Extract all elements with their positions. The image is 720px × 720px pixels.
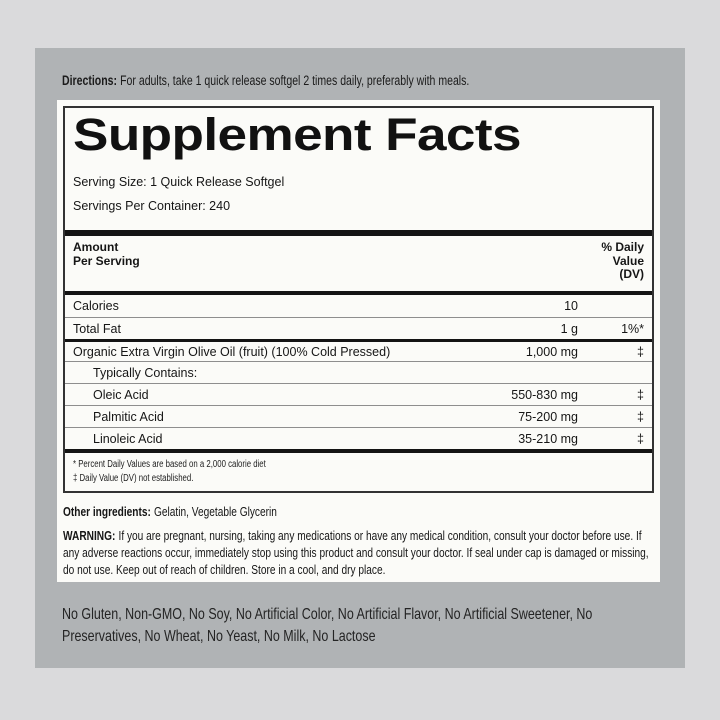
warning-label: WARNING:	[63, 528, 116, 543]
nutrient-name: Linoleic Acid	[93, 431, 163, 446]
column-header-dv: % Daily Value (DV)	[601, 240, 644, 281]
nutrient-name: Palmitic Acid	[93, 409, 164, 424]
nutrient-dv: ‡	[637, 387, 644, 402]
footnote-daily-value: * Percent Daily Values are based on a 2,…	[73, 459, 266, 470]
nutrient-dv: 1%*	[621, 321, 644, 336]
column-headers: Amount Per Serving % Daily Value (DV)	[65, 240, 652, 291]
footnotes: * Percent Daily Values are based on a 2,…	[73, 458, 644, 486]
nutrient-name: Total Fat	[73, 321, 121, 336]
other-ingredients: Other ingredients: Gelatin, Vegetable Gly…	[63, 503, 654, 520]
column-header-amount: Amount Per Serving	[73, 240, 140, 268]
supplement-facts-title: Supplement Facts	[73, 109, 521, 160]
nutrient-name: Calories	[73, 299, 119, 313]
directions-text: For adults, take 1 quick release softgel…	[120, 73, 470, 88]
nutrient-dv: ‡	[637, 409, 644, 424]
nutrient-amount: 10	[564, 299, 578, 313]
divider-thick	[65, 291, 652, 295]
other-ingredients-label: Other ingredients:	[63, 504, 151, 519]
footnote-dv-not-established: ‡ Daily Value (DV) not established.	[73, 473, 194, 484]
label-white-box: Supplement Facts Serving Size: 1 Quick R…	[57, 100, 660, 582]
warning-text: If you are pregnant, nursing, taking any…	[63, 528, 649, 577]
allergen-claims-text: No Gluten, Non-GMO, No Soy, No Artificia…	[62, 606, 593, 645]
nutrient-row: Total Fat 1 g 1%*	[65, 317, 652, 339]
nutrient-amount: 1 g	[560, 321, 578, 336]
divider-thick	[65, 449, 652, 453]
warning: WARNING: If you are pregnant, nursing, ta…	[63, 527, 654, 578]
allergen-claims: No Gluten, Non-GMO, No Soy, No Artificia…	[62, 604, 662, 648]
nutrient-name: Typically Contains:	[93, 365, 198, 380]
label-gray-panel: Directions: For adults, take 1 quick rele…	[35, 48, 685, 668]
servings-per-container: Servings Per Container: 240	[73, 199, 231, 213]
nutrient-amount: 35-210 mg	[518, 431, 578, 446]
nutrient-name: Oleic Acid	[93, 387, 149, 402]
nutrient-amount: 1,000 mg	[525, 344, 578, 359]
nutrient-amount: 75-200 mg	[518, 409, 578, 424]
directions: Directions: For adults, take 1 quick rele…	[62, 72, 662, 89]
other-ingredients-text: Gelatin, Vegetable Glycerin	[154, 504, 277, 519]
supplement-facts-panel: Supplement Facts Serving Size: 1 Quick R…	[63, 106, 654, 493]
nutrient-row: Oleic Acid 550-830 mg ‡	[65, 383, 652, 405]
directions-label: Directions:	[62, 73, 118, 88]
serving-size: Serving Size: 1 Quick Release Softgel	[73, 175, 285, 189]
nutrient-name: Organic Extra Virgin Olive Oil (fruit) (…	[73, 344, 391, 359]
nutrient-dv: ‡	[637, 431, 644, 446]
nutrient-row: Linoleic Acid 35-210 mg ‡	[65, 427, 652, 449]
nutrient-dv: ‡	[637, 344, 644, 359]
nutrient-row: Palmitic Acid 75-200 mg ‡	[65, 405, 652, 427]
nutrient-row: Calories 10	[65, 295, 652, 317]
divider-thick	[65, 230, 652, 236]
nutrient-amount: 550-830 mg	[511, 387, 578, 402]
nutrient-row: Typically Contains:	[65, 361, 652, 383]
nutrient-row: Organic Extra Virgin Olive Oil (fruit) (…	[65, 339, 652, 361]
